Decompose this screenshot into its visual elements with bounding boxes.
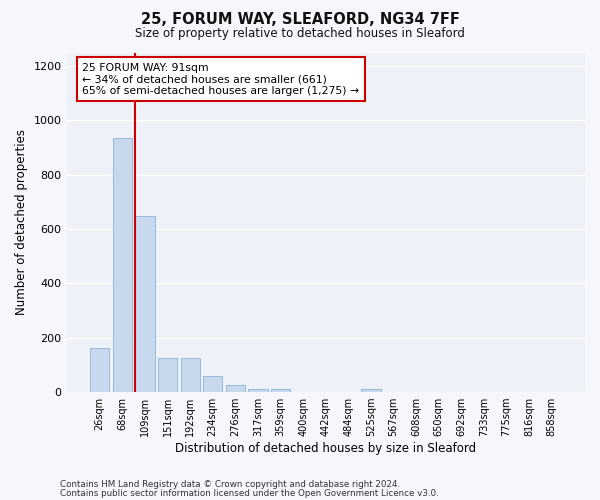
Bar <box>226 384 245 392</box>
Bar <box>271 388 290 392</box>
Bar <box>158 358 177 392</box>
Bar <box>248 388 268 392</box>
Text: Contains HM Land Registry data © Crown copyright and database right 2024.: Contains HM Land Registry data © Crown c… <box>60 480 400 489</box>
Text: 25, FORUM WAY, SLEAFORD, NG34 7FF: 25, FORUM WAY, SLEAFORD, NG34 7FF <box>140 12 460 28</box>
Bar <box>113 138 132 392</box>
Text: Contains public sector information licensed under the Open Government Licence v3: Contains public sector information licen… <box>60 488 439 498</box>
Bar <box>361 388 380 392</box>
Text: Size of property relative to detached houses in Sleaford: Size of property relative to detached ho… <box>135 28 465 40</box>
X-axis label: Distribution of detached houses by size in Sleaford: Distribution of detached houses by size … <box>175 442 476 455</box>
Bar <box>181 358 200 392</box>
Bar <box>90 348 109 392</box>
Bar <box>136 216 155 392</box>
Text: 25 FORUM WAY: 91sqm
← 34% of detached houses are smaller (661)
65% of semi-detac: 25 FORUM WAY: 91sqm ← 34% of detached ho… <box>82 62 359 96</box>
Bar <box>203 376 223 392</box>
Y-axis label: Number of detached properties: Number of detached properties <box>15 130 28 316</box>
